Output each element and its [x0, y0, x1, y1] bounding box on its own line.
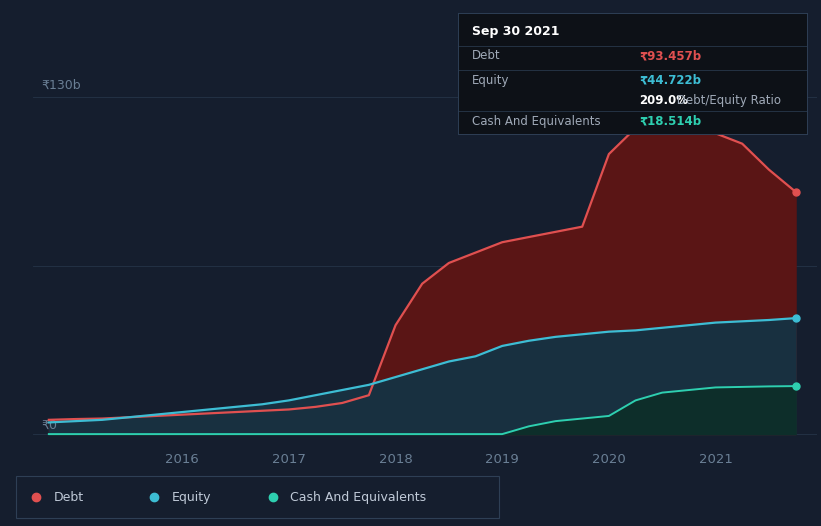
Text: Equity: Equity	[472, 74, 510, 87]
Text: ₹44.722b: ₹44.722b	[640, 74, 702, 87]
Text: ₹130b: ₹130b	[41, 79, 81, 92]
Text: Equity: Equity	[172, 491, 211, 503]
Text: Debt: Debt	[53, 491, 84, 503]
Text: ₹93.457b: ₹93.457b	[640, 49, 702, 63]
Text: Cash And Equivalents: Cash And Equivalents	[290, 491, 426, 503]
Text: Debt/Equity Ratio: Debt/Equity Ratio	[672, 94, 781, 107]
Text: Debt: Debt	[472, 49, 501, 63]
Text: Cash And Equivalents: Cash And Equivalents	[472, 115, 601, 128]
Text: ₹18.514b: ₹18.514b	[640, 115, 702, 128]
Text: ₹0: ₹0	[41, 419, 57, 431]
Text: Sep 30 2021: Sep 30 2021	[472, 25, 560, 38]
Text: 209.0%: 209.0%	[640, 94, 689, 107]
